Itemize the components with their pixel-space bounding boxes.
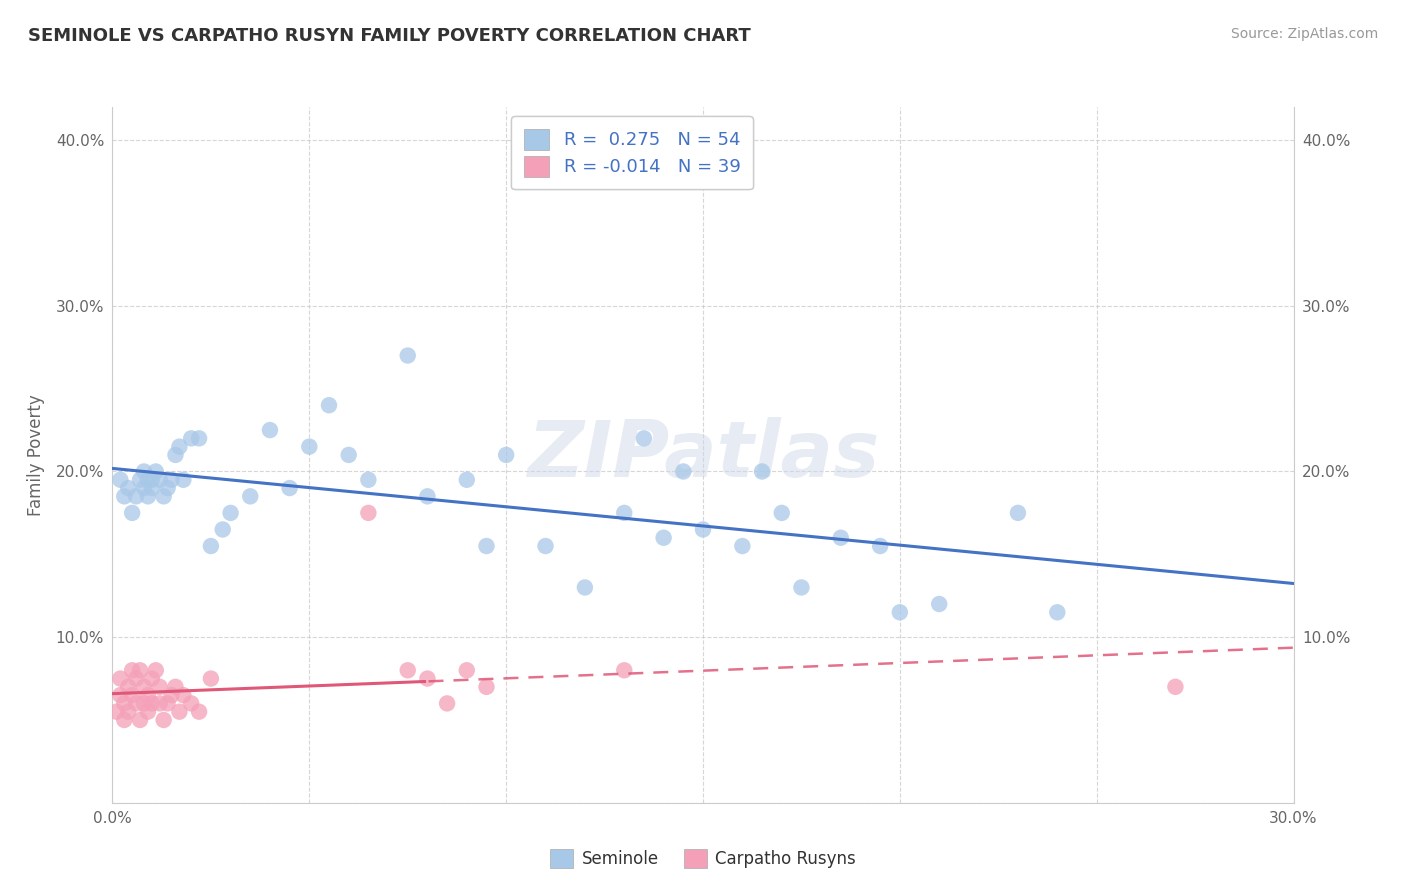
Point [141, 481, 163, 495]
Point [132, 680, 155, 694]
Point [156, 697, 179, 711]
Point [136, 705, 159, 719]
Point [112, 697, 135, 711]
Point [436, 697, 458, 711]
Point [180, 697, 202, 711]
Point [790, 581, 813, 595]
Point [129, 713, 152, 727]
Point [169, 705, 191, 719]
Point [416, 489, 439, 503]
Point [751, 465, 773, 479]
Point [219, 506, 242, 520]
Point [1007, 506, 1029, 520]
Point [112, 489, 135, 503]
Point [672, 465, 695, 479]
Point [456, 473, 478, 487]
Point [613, 506, 636, 520]
Point [141, 473, 163, 487]
Point [1046, 605, 1069, 619]
Point [129, 663, 152, 677]
Point [188, 705, 211, 719]
Text: Source: ZipAtlas.com: Source: ZipAtlas.com [1230, 27, 1378, 41]
Point [160, 473, 183, 487]
Point [121, 688, 143, 702]
Point [149, 697, 172, 711]
Point [172, 473, 194, 487]
Point [125, 489, 148, 503]
Point [172, 688, 194, 702]
Point [141, 697, 163, 711]
Point [136, 473, 159, 487]
Point [188, 431, 211, 445]
Point [141, 672, 163, 686]
Point [132, 697, 155, 711]
Legend: Seminole, Carpatho Rusyns: Seminole, Carpatho Rusyns [543, 842, 863, 875]
Legend: R =  0.275   N = 54, R = -0.014   N = 39: R = 0.275 N = 54, R = -0.014 N = 39 [512, 116, 754, 189]
Point [169, 440, 191, 454]
Point [456, 663, 478, 677]
Point [770, 506, 793, 520]
Point [1164, 680, 1187, 694]
Point [117, 481, 139, 495]
Point [318, 398, 340, 412]
Point [132, 465, 155, 479]
Point [239, 489, 262, 503]
Point [200, 672, 222, 686]
Point [129, 473, 152, 487]
Point [105, 705, 128, 719]
Point [149, 473, 172, 487]
Point [200, 539, 222, 553]
Point [149, 680, 172, 694]
Point [652, 531, 675, 545]
Point [278, 481, 301, 495]
Point [160, 688, 183, 702]
Point [869, 539, 891, 553]
Point [125, 672, 148, 686]
Text: SEMINOLE VS CARPATHO RUSYN FAMILY POVERTY CORRELATION CHART: SEMINOLE VS CARPATHO RUSYN FAMILY POVERT… [28, 27, 751, 45]
Point [613, 663, 636, 677]
Point [112, 713, 135, 727]
Point [136, 489, 159, 503]
Point [475, 539, 498, 553]
Point [692, 523, 714, 537]
Point [117, 705, 139, 719]
Text: ZIPatlas: ZIPatlas [527, 417, 879, 493]
Point [110, 672, 132, 686]
Point [152, 489, 174, 503]
Point [136, 688, 159, 702]
Point [337, 448, 360, 462]
Point [633, 431, 655, 445]
Point [180, 431, 202, 445]
Point [357, 506, 380, 520]
Point [165, 680, 187, 694]
Point [121, 663, 143, 677]
Point [110, 688, 132, 702]
Point [110, 473, 132, 487]
Point [534, 539, 557, 553]
Point [117, 680, 139, 694]
Point [475, 680, 498, 694]
Point [928, 597, 950, 611]
Point [125, 697, 148, 711]
Point [211, 523, 233, 537]
Point [416, 672, 439, 686]
Point [145, 663, 167, 677]
Point [152, 713, 174, 727]
Point [259, 423, 281, 437]
Point [357, 473, 380, 487]
Point [145, 465, 167, 479]
Point [396, 349, 419, 363]
Point [156, 481, 179, 495]
Point [132, 481, 155, 495]
Point [165, 448, 187, 462]
Point [574, 581, 596, 595]
Point [889, 605, 911, 619]
Point [830, 531, 852, 545]
Point [396, 663, 419, 677]
Point [121, 506, 143, 520]
Point [731, 539, 754, 553]
Point [495, 448, 517, 462]
Point [298, 440, 321, 454]
Y-axis label: Family Poverty: Family Poverty [27, 394, 45, 516]
